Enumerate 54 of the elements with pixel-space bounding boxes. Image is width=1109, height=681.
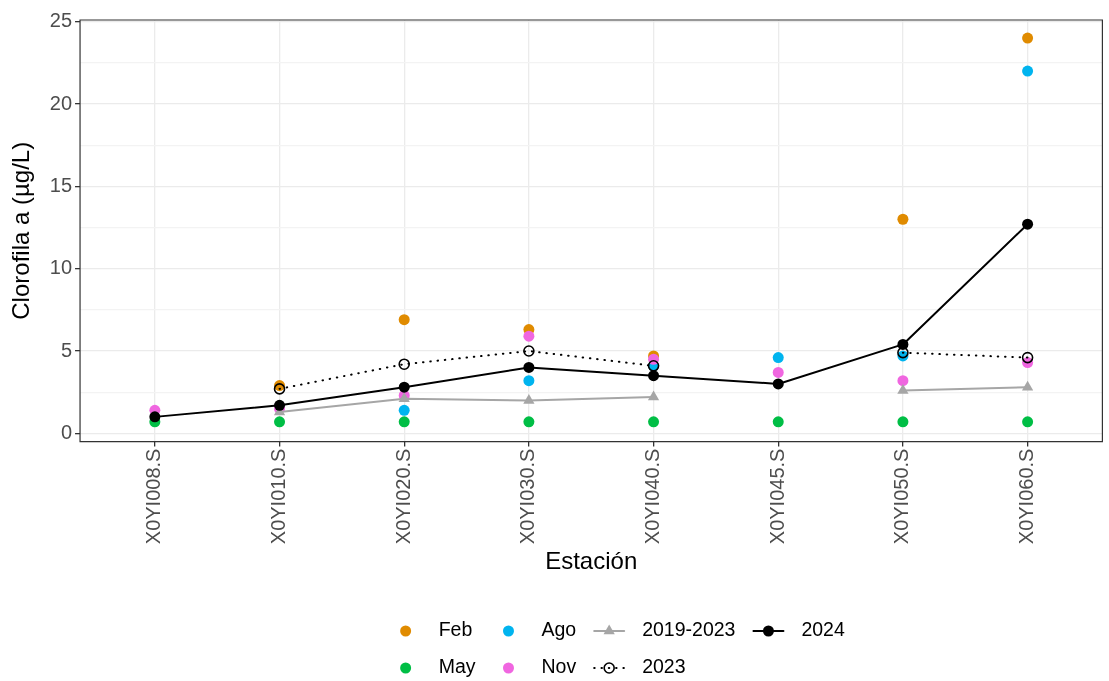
legend-label: May [438,655,476,678]
point [1022,65,1034,77]
point [897,375,909,387]
y-tick-label: 5 [60,338,73,361]
y-tick-label: 0 [60,420,73,443]
point [523,345,535,357]
point [1022,416,1034,428]
point [897,213,909,225]
point [1022,218,1034,230]
x-tick-label: X0YI045.S [765,448,788,545]
y-axis-title: Clorofila a (µg/L) [7,141,35,320]
legend-label: 2024 [801,618,845,641]
point [1021,351,1034,364]
y-tick-label: 20 [49,91,73,114]
point [523,330,535,342]
point [1022,32,1034,44]
point [897,338,909,350]
y-tick-label: 25 [49,9,73,32]
x-tick-label: X0YI020.S [391,448,414,545]
legend-label: 2023 [642,655,686,678]
point [523,361,535,373]
legend-label: Nov [541,655,577,678]
point [274,399,286,411]
point [398,314,410,326]
point [274,416,286,428]
y-tick-label: 15 [49,173,73,196]
point [772,416,784,428]
point [648,370,660,382]
point [523,393,535,404]
x-tick-label: X0YI008.S [142,448,165,545]
x-tick-label: X0YI060.S [1015,448,1038,545]
point [398,358,411,370]
point [648,416,660,428]
point [149,411,161,423]
y-tick-label: 10 [49,256,73,279]
point [897,384,909,394]
point [398,416,410,428]
x-tick-label: X0YI050.S [890,448,913,545]
legend-label: Ago [541,618,577,641]
point [772,366,784,378]
x-axis-title: Estación [545,547,638,575]
point [772,378,784,390]
point [523,375,535,387]
x-tick-label: X0YI040.S [641,448,664,545]
point [398,404,410,416]
point [647,390,660,401]
x-tick-label: X0YI030.S [516,448,539,545]
legend-label: Feb [438,618,473,641]
point [398,381,410,393]
point [523,416,535,428]
point [897,416,909,428]
point [772,352,784,364]
legend-label: 2019-2023 [642,618,736,641]
x-tick-label: X0YI010.S [267,448,290,545]
